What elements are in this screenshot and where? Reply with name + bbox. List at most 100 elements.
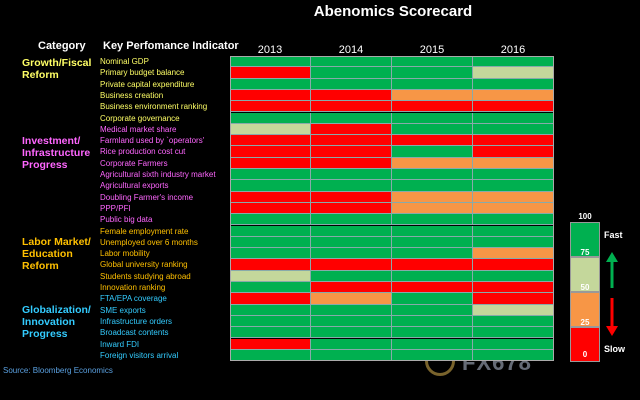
heatmap-cell — [392, 191, 473, 203]
heatmap-cell — [311, 338, 392, 350]
heatmap-cell — [311, 101, 392, 113]
source-note: Source: Bloomberg Economics — [3, 366, 113, 375]
kpi-label: Rice production cost cut — [100, 147, 186, 157]
heatmap-cell — [392, 214, 473, 226]
heatmap-cell — [392, 270, 473, 282]
heatmap-cell — [230, 248, 311, 260]
heatmap-cell — [311, 56, 392, 68]
kpi-label: SME exports — [100, 305, 146, 315]
heatmap-cell — [311, 146, 392, 158]
heatmap-cell — [392, 157, 473, 169]
heatmap-cell — [311, 282, 392, 294]
kpi-label: Business creation — [100, 90, 164, 100]
heatmap-frame — [230, 56, 554, 362]
heatmap-cell — [230, 282, 311, 294]
category-label-line: Education — [22, 248, 73, 260]
kpi-label: Agricultural sixth industry market — [100, 170, 216, 179]
category-header: Category — [38, 40, 86, 52]
kpi-label: Doubling Farmer's income — [100, 192, 194, 202]
kpi-label: Medical market share — [100, 124, 177, 134]
heatmap-cell — [392, 315, 473, 328]
heatmap-cell — [230, 78, 311, 90]
category-label-line: Progress — [22, 159, 68, 171]
heatmap-cell — [392, 78, 473, 90]
heatmap-cell — [311, 202, 392, 215]
heatmap-cell — [311, 270, 392, 282]
legend-segment — [570, 222, 600, 257]
legend-tick-label: 50 — [580, 283, 590, 292]
heatmap-cell — [230, 157, 311, 169]
heatmap-cell — [311, 259, 392, 271]
category-label: Globalization/Innovation Progress — [22, 304, 91, 340]
kpi-label: Broadcast contents — [100, 328, 169, 338]
kpi-label: Agricultural exports — [100, 181, 169, 191]
heatmap-cell — [230, 169, 311, 181]
kpi-label: Corporate governance — [100, 113, 180, 123]
legend-tick-label: 100 — [578, 212, 592, 221]
legend-tick-label: 25 — [580, 318, 590, 327]
heatmap-cell — [230, 236, 311, 249]
heatmap-cell — [311, 304, 392, 316]
heatmap-cell — [311, 135, 392, 147]
color-scale-legend: 100 75 50 25 0 — [570, 212, 600, 362]
kpi-label: Innovation ranking — [100, 283, 166, 292]
kpi-label: Inward FDI — [100, 339, 140, 349]
kpi-label: Private capital expenditure — [100, 79, 195, 89]
legend-segment — [570, 257, 600, 292]
kpi-label: FTA/EPA coverage — [100, 294, 167, 304]
category-label-line: Infrastructure — [22, 147, 91, 159]
kpi-header: Key Perfomance Indicator — [103, 40, 239, 52]
heatmap-cell — [311, 214, 392, 226]
kpi-label: PPP/PFI — [100, 203, 131, 213]
heatmap-cell — [392, 282, 473, 294]
kpi-label: Global university ranking — [100, 260, 188, 270]
heatmap-cell — [392, 225, 473, 237]
heatmap-cell — [230, 67, 311, 79]
heatmap-cell — [230, 327, 311, 339]
heatmap-cell — [230, 89, 311, 102]
year-header-2013: 2013 — [257, 44, 283, 56]
fast-label: Fast — [604, 230, 623, 240]
heatmap-cell — [392, 202, 473, 215]
category-label: Growth/Fiscal Reform — [22, 57, 91, 81]
heatmap-cell — [311, 191, 392, 203]
legend-segment — [570, 327, 600, 362]
kpi-label: Female employment rate — [100, 226, 189, 236]
category-label-line: Labor Market/ — [22, 236, 91, 248]
category-label-line: Globalization/ — [22, 304, 91, 316]
heatmap-cell — [311, 180, 392, 192]
heatmap-cell — [230, 146, 311, 158]
heatmap-cell — [392, 112, 473, 124]
heatmap-cell — [230, 259, 311, 271]
heatmap-cell — [392, 248, 473, 260]
kpi-label: Foreign visitors arrival — [100, 350, 179, 360]
legend-tick-label: 0 — [582, 350, 588, 359]
heatmap-cell — [311, 327, 392, 339]
heatmap-cell — [392, 236, 473, 249]
kpi-label: Primary budget balance — [100, 68, 185, 78]
heatmap-cell — [311, 169, 392, 181]
kpi-label: Business environment ranking — [100, 102, 208, 112]
heatmap-cell — [311, 248, 392, 260]
heatmap-cell — [311, 236, 392, 249]
kpi-label: Corporate Farmers — [100, 158, 168, 168]
heatmap-cell — [230, 191, 311, 203]
heatmap-cell — [311, 78, 392, 90]
heatmap-cell — [392, 89, 473, 102]
heatmap-cell — [230, 112, 311, 124]
heatmap-cell — [392, 101, 473, 113]
fast-slow-arrows — [606, 252, 618, 336]
heatmap-cell — [230, 338, 311, 350]
heatmap-cell — [392, 67, 473, 79]
year-header-2015: 2015 — [419, 44, 445, 56]
heatmap-cell — [311, 315, 392, 328]
category-label-line: Innovation — [22, 316, 76, 328]
heatmap-cell — [230, 101, 311, 113]
heatmap-cell — [311, 157, 392, 169]
heatmap-cell — [230, 225, 311, 237]
heatmap-cell — [230, 123, 311, 136]
category-label-line: Progress — [22, 328, 68, 340]
heatmap-cell — [392, 338, 473, 350]
heatmap-cell — [311, 293, 392, 305]
category-label-line: Reform — [22, 260, 59, 272]
